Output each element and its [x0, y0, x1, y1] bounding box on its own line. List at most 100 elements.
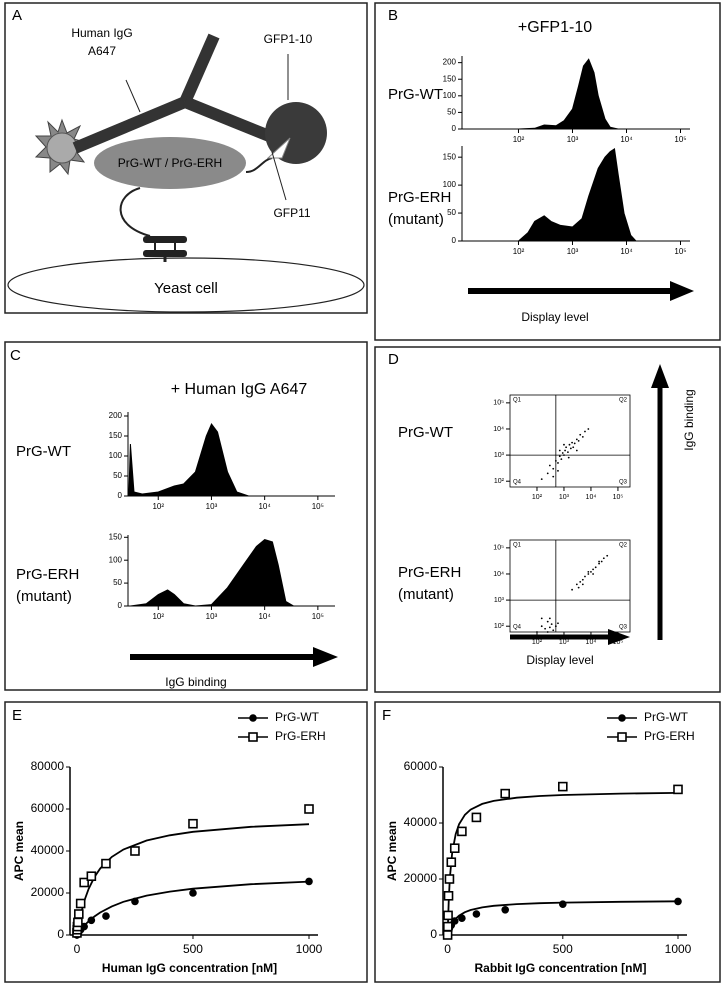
marker — [87, 916, 96, 925]
arrow — [670, 281, 694, 301]
row-label: PrG-ERH — [16, 566, 79, 583]
y-tick-label: 0 — [430, 927, 437, 941]
arrow — [651, 364, 669, 388]
y-tick-label: 40000 — [404, 815, 438, 829]
antibody — [182, 96, 277, 144]
y-axis-label: APC mean — [12, 821, 26, 881]
x-tick-label: 10³ — [206, 502, 218, 511]
event-dot — [558, 449, 561, 452]
y-tick-label: 50 — [113, 578, 122, 587]
marker — [73, 917, 83, 928]
y-tick-label: 150 — [443, 74, 457, 83]
event-dot — [571, 588, 573, 591]
quadrant-label: Q2 — [619, 398, 628, 404]
panel-label: A — [12, 7, 22, 24]
panel-frame — [4, 701, 368, 983]
marker — [449, 843, 460, 854]
legend-marker — [618, 714, 626, 722]
event-dot — [552, 475, 555, 478]
arrow-label: Display level — [526, 653, 593, 667]
y-tick-label: 10² — [494, 478, 505, 485]
y-tick-label: 150 — [109, 431, 123, 440]
arrow-label: IgG binding — [682, 389, 696, 450]
x-tick-label: 10⁵ — [312, 502, 324, 511]
event-dot — [584, 575, 586, 578]
marker — [443, 910, 453, 921]
marker — [471, 812, 482, 823]
y-tick-label: 10³ — [494, 597, 505, 604]
arrow-label: IgG binding — [165, 675, 226, 689]
event-dot — [567, 456, 570, 459]
antibody — [179, 33, 220, 105]
quadrant-label: Q1 — [513, 398, 522, 404]
arrow — [608, 629, 630, 645]
row-label: PrG-WT — [398, 424, 453, 441]
quadrant-label: Q1 — [513, 543, 522, 549]
pointer — [271, 151, 287, 201]
event-dot — [561, 452, 564, 454]
marker — [79, 877, 89, 888]
legend-marker — [617, 732, 627, 742]
event-dot — [592, 573, 594, 575]
y-tick-label: 100 — [109, 451, 123, 460]
x-tick-label: 0 — [444, 942, 451, 956]
x-axis-label: Human IgG concentration [nM] — [102, 961, 277, 975]
event-dot — [573, 442, 576, 445]
row-label: (mutant) — [16, 588, 72, 605]
event-dot — [564, 449, 566, 452]
x-tick-label: 500 — [553, 942, 573, 956]
y-tick-label: 0 — [452, 124, 457, 133]
event-dot — [557, 462, 559, 464]
y-tick-label: 50 — [447, 108, 456, 117]
x-axis-label: Rabbit IgG concentration [nM] — [475, 961, 647, 975]
marker — [443, 890, 454, 901]
quadrant-label: Q4 — [513, 625, 522, 631]
panel-label: B — [388, 7, 398, 24]
event-dot — [598, 560, 600, 563]
plot-frame — [509, 394, 631, 488]
x-tick-label: 1000 — [665, 942, 692, 956]
x-tick-label: 10⁴ — [258, 612, 271, 621]
panel-title: + Human IgG A647 — [171, 381, 308, 398]
event-dot — [587, 571, 590, 573]
marker — [501, 906, 510, 914]
event-dot — [569, 447, 572, 450]
marker — [101, 858, 111, 869]
marker — [304, 804, 314, 814]
x-tick-label: 10⁵ — [613, 494, 624, 501]
cell-label: Yeast cell — [154, 280, 218, 297]
panel-label: D — [388, 351, 399, 368]
event-dot — [575, 438, 578, 441]
panel-label: E — [12, 707, 22, 724]
marker — [131, 897, 139, 906]
panel-label: C — [10, 347, 21, 364]
y-tick-label: 0 — [118, 601, 123, 610]
event-dot — [557, 622, 559, 625]
y-tick-label: 10² — [494, 623, 505, 630]
event-dot — [572, 446, 575, 449]
row-label: PrG-WT — [388, 86, 443, 103]
event-dot — [546, 472, 549, 475]
pointer — [125, 79, 141, 113]
y-tick-label: 0 — [57, 927, 64, 941]
marker — [443, 921, 453, 932]
protein — [94, 137, 246, 189]
panel-title: +GFP1-10 — [518, 19, 592, 36]
event-dot — [577, 439, 580, 442]
event-dot — [606, 554, 609, 557]
histogram — [518, 58, 619, 130]
x-tick-label: 0 — [74, 942, 81, 956]
x-tick-label: 10⁴ — [620, 135, 633, 144]
event-dot — [584, 430, 586, 433]
y-tick-label: 20000 — [31, 885, 65, 899]
plot-frame — [509, 539, 631, 633]
panel-frame — [4, 2, 368, 314]
arrow-label: Display level — [521, 310, 588, 324]
event-dot — [540, 617, 543, 620]
event-dot — [581, 435, 584, 438]
marker — [458, 914, 466, 922]
event-dot — [571, 441, 573, 444]
event-dot — [602, 557, 605, 560]
event-dot — [548, 464, 551, 467]
event-dot — [540, 625, 543, 628]
